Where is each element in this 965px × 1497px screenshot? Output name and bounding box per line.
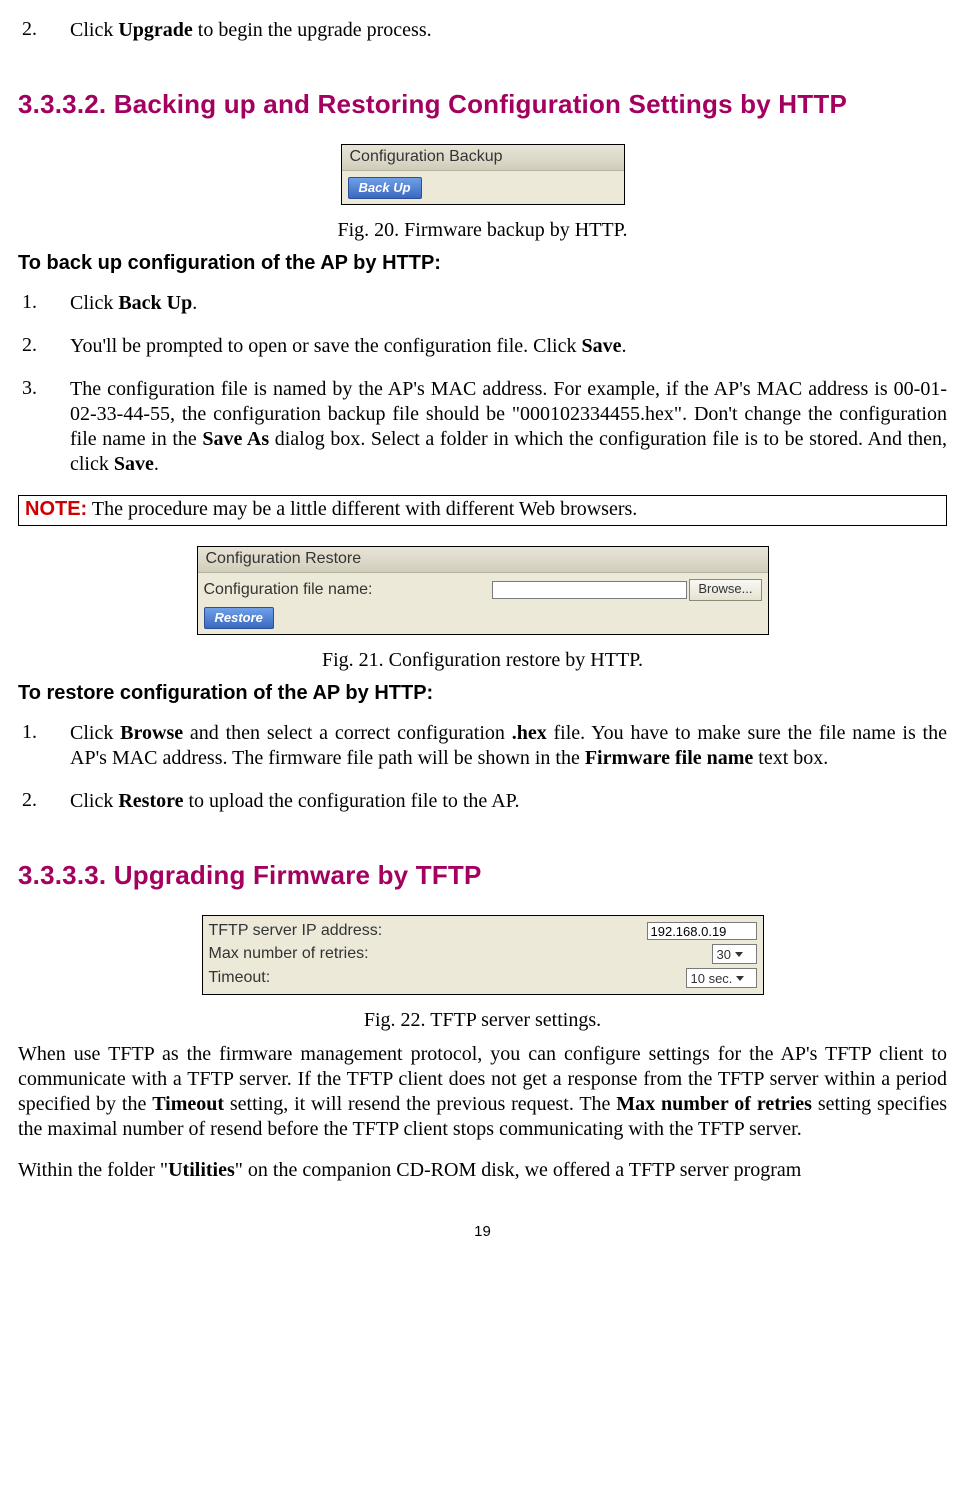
figure-21-caption: Fig. 21. Configuration restore by HTTP. <box>18 649 947 672</box>
restore-subheading: To restore configuration of the AP by HT… <box>18 682 947 705</box>
section-heading-backup: 3.3.3.2. Backing up and Restoring Config… <box>18 89 947 120</box>
restore-step-1: 1. Click Browse and then select a correc… <box>18 721 947 771</box>
page-number: 19 <box>18 1223 947 1240</box>
tftp-settings-panel: TFTP server IP address: Max number of re… <box>202 915 764 995</box>
backup-step-2: 2. You'll be prompted to open or save th… <box>18 334 947 359</box>
tftp-paragraph-2: Within the folder "Utilities" on the com… <box>18 1158 947 1183</box>
tftp-paragraph-1: When use TFTP as the firmware management… <box>18 1042 947 1142</box>
note-box: NOTE: The procedure may be a little diff… <box>18 495 947 526</box>
tftp-retries-select[interactable]: 30 <box>712 944 757 964</box>
panel-header: Configuration Restore <box>198 547 768 573</box>
backup-step-3: 3. The configuration file is named by th… <box>18 377 947 477</box>
tftp-timeout-label: Timeout: <box>209 969 271 987</box>
config-file-input[interactable] <box>492 581 687 599</box>
figure-20-caption: Fig. 20. Firmware backup by HTTP. <box>18 219 947 242</box>
figure-20: Configuration Backup Back Up <box>18 144 947 205</box>
browse-button[interactable]: Browse... <box>689 579 761 601</box>
backup-step-1: 1. Click Back Up. <box>18 291 947 316</box>
config-backup-panel: Configuration Backup Back Up <box>341 144 625 205</box>
section-heading-tftp: 3.3.3.3. Upgrading Firmware by TFTP <box>18 860 947 891</box>
note-text: The procedure may be a little different … <box>87 498 637 520</box>
list-text: Click Upgrade to begin the upgrade proce… <box>70 18 947 43</box>
tftp-retries-label: Max number of retries: <box>209 945 369 963</box>
restore-step-2: 2. Click Restore to upload the configura… <box>18 789 947 814</box>
tftp-ip-input[interactable] <box>647 922 757 940</box>
tftp-ip-label: TFTP server IP address: <box>209 922 383 940</box>
chevron-down-icon <box>735 952 743 957</box>
config-restore-panel: Configuration Restore Configuration file… <box>197 546 769 635</box>
tftp-timeout-select[interactable]: 10 sec. <box>686 968 757 988</box>
backup-button[interactable]: Back Up <box>348 177 422 199</box>
step-upgrade: 2. Click Upgrade to begin the upgrade pr… <box>18 18 947 43</box>
note-label: NOTE: <box>25 498 87 520</box>
panel-header: Configuration Backup <box>342 145 624 171</box>
file-name-label: Configuration file name: <box>204 581 373 599</box>
restore-button[interactable]: Restore <box>204 607 274 629</box>
list-number: 2. <box>18 18 70 43</box>
figure-21: Configuration Restore Configuration file… <box>18 546 947 635</box>
figure-22: TFTP server IP address: Max number of re… <box>18 915 947 995</box>
figure-22-caption: Fig. 22. TFTP server settings. <box>18 1009 947 1032</box>
backup-subheading: To back up configuration of the AP by HT… <box>18 252 947 275</box>
chevron-down-icon <box>736 976 744 981</box>
